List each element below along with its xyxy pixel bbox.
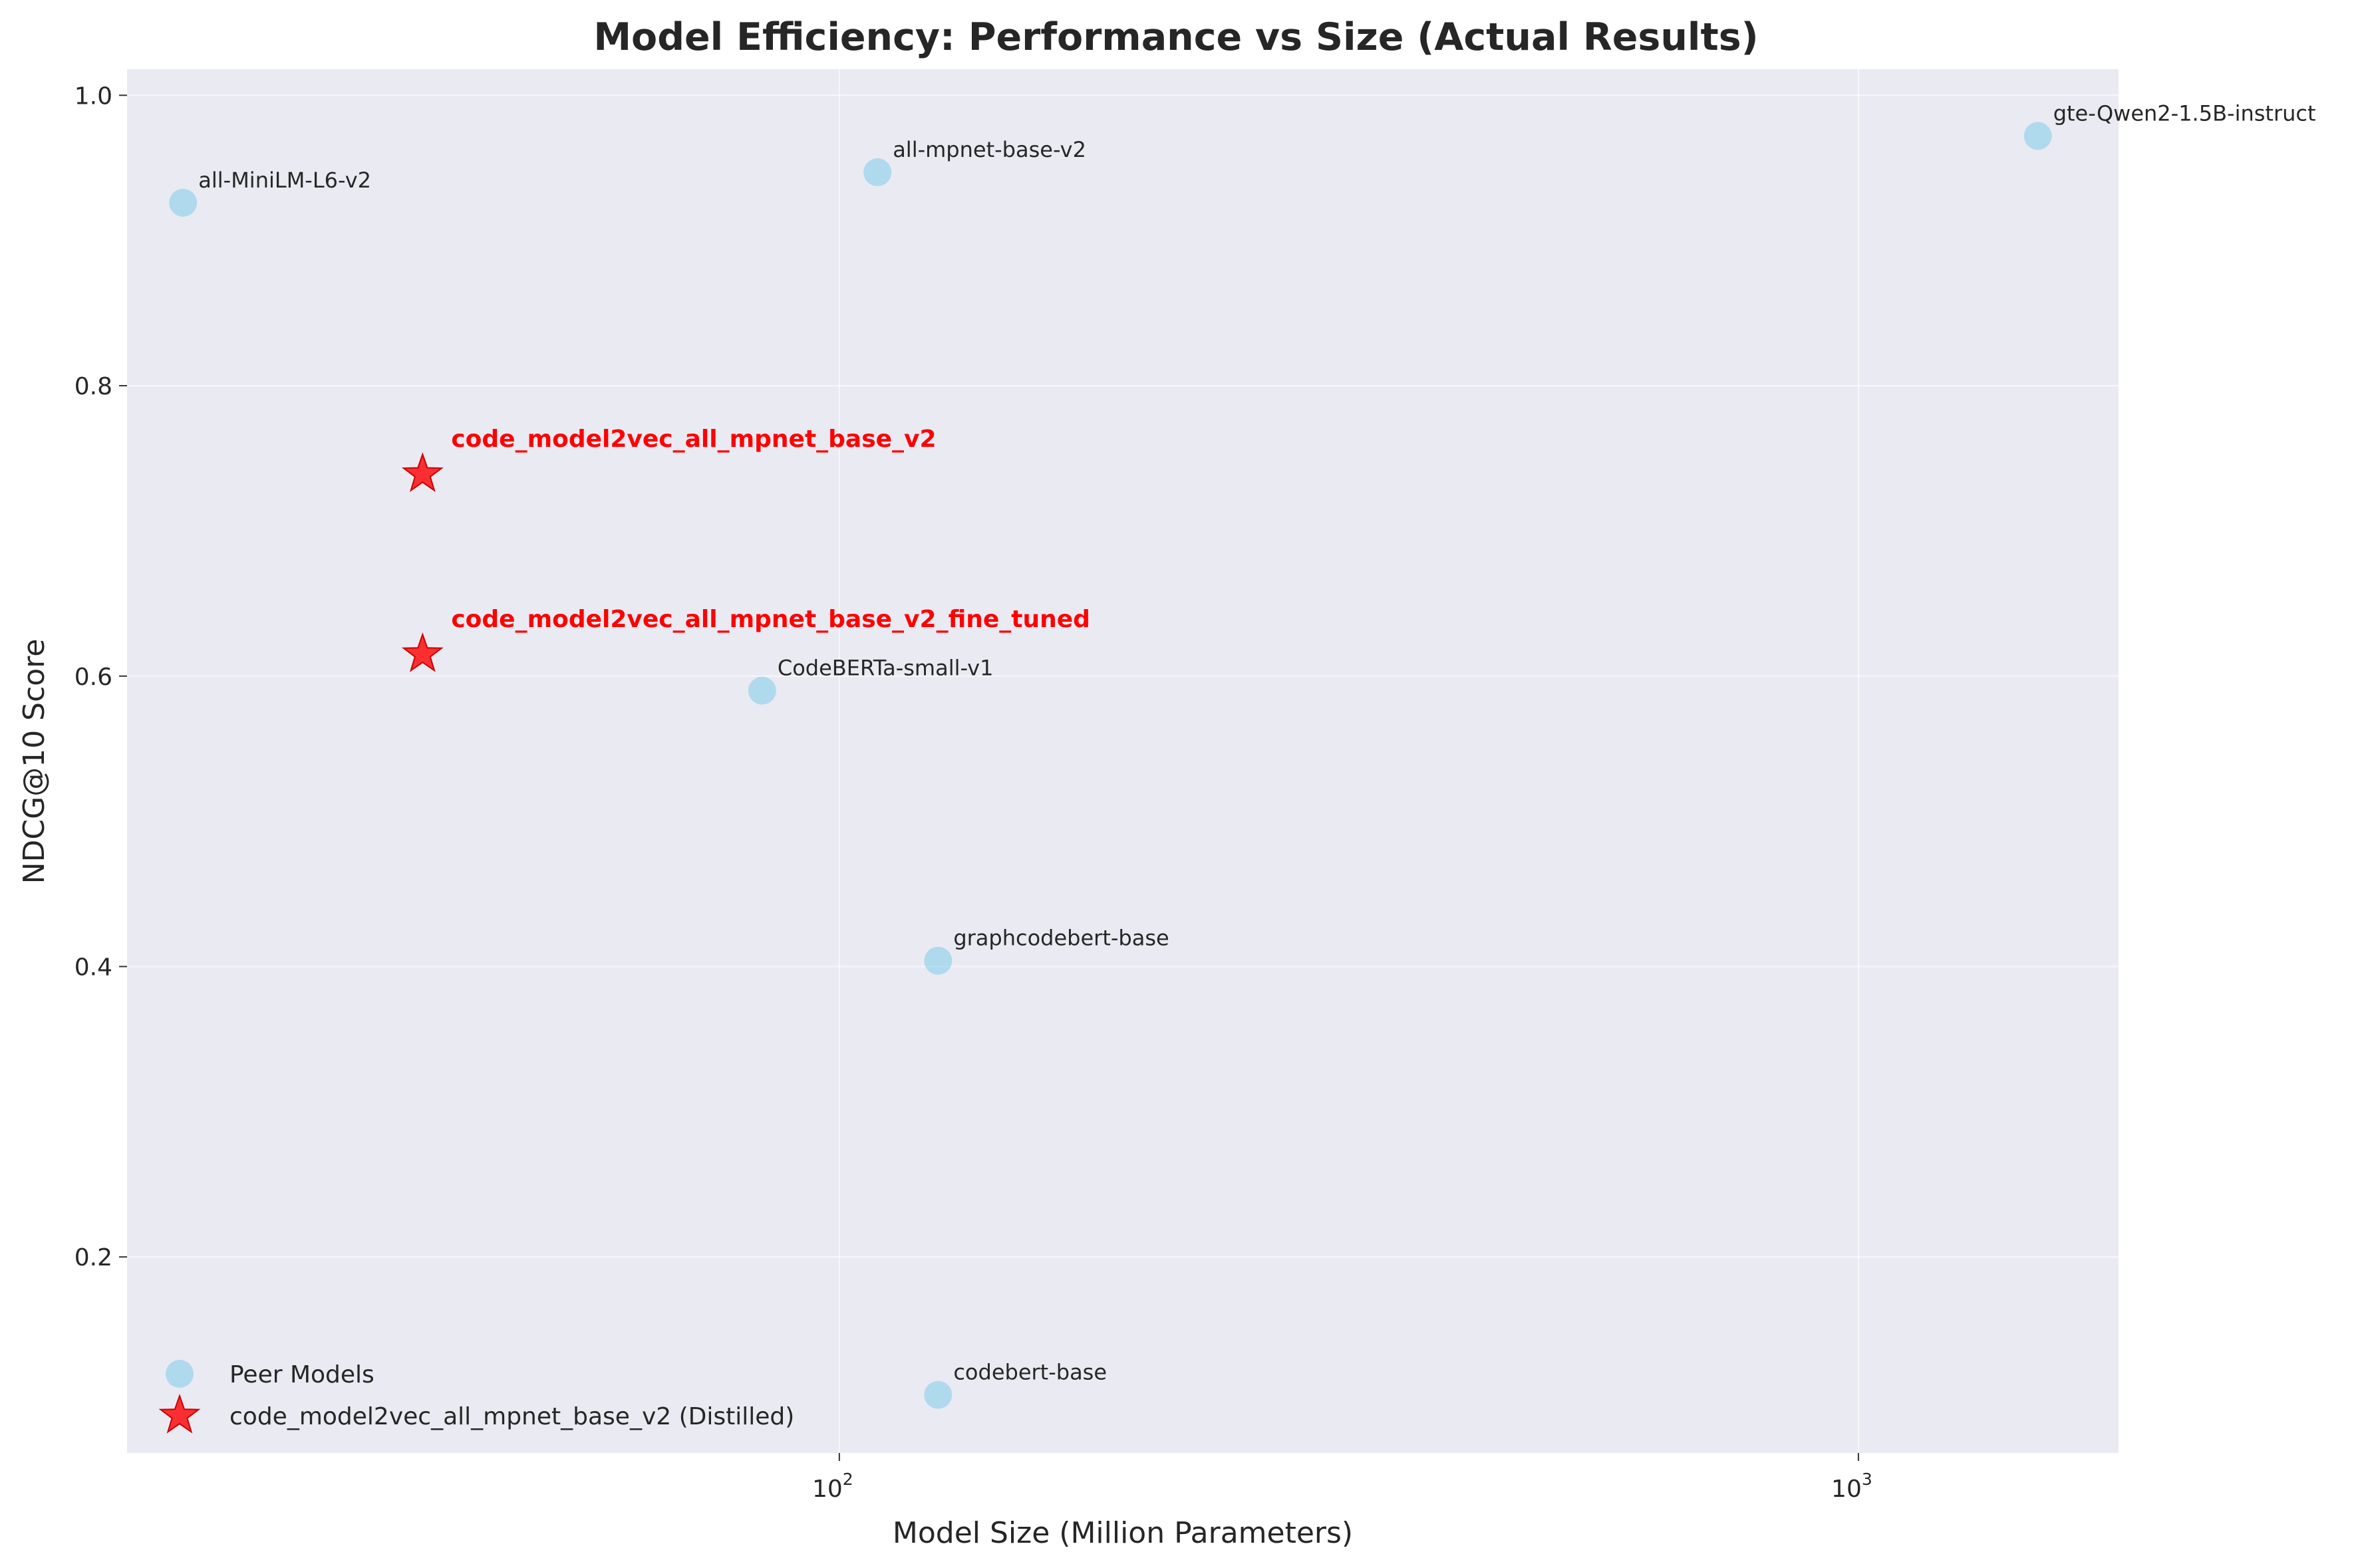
x-tick-exponent: 3 [1862,1470,1872,1489]
peer-model-label: CodeBERTa-small-v1 [778,656,994,681]
peer-model-point [863,158,892,187]
legend-marker-circle [166,1360,194,1388]
legend: Peer Models code_model2vec_all_mpnet_base… [158,1360,794,1434]
x-tick-base: 10 [1831,1476,1862,1503]
plot-area [127,69,2119,1453]
distilled-model-label: code_model2vec_all_mpnet_base_v2 [451,426,936,453]
x-tick-label: 102 [812,1470,853,1503]
peer-model-label: gte-Qwen2-1.5B-instruct [2053,100,2316,126]
x-tick-label: 103 [1831,1470,1872,1503]
peer-model-label: codebert-base [953,1360,1107,1385]
peer-model-point [2023,122,2052,150]
legend-marker-star [158,1393,201,1434]
chart-title: Model Efficiency: Performance vs Size (A… [593,15,1758,59]
x-tick-exponent: 2 [843,1470,853,1489]
y-axis-label: NDCG@10 Score [17,639,51,884]
peer-model-point [924,1380,953,1409]
legend-entry-label: code_model2vec_all_mpnet_base_v2 (Distil… [229,1403,794,1430]
peer-model-label: all-MiniLM-L6-v2 [198,168,371,193]
peer-model-point [924,946,953,975]
distilled-model-point [401,632,444,672]
y-tick-label: 0.8 [74,373,112,400]
x-tick-base: 10 [812,1476,843,1503]
peer-model-label: all-mpnet-base-v2 [893,137,1086,162]
x-axis-label: Model Size (Million Parameters) [893,1516,1353,1550]
y-tick-label: 0.4 [74,954,112,981]
peer-model-point [748,676,776,705]
distilled-model-label: code_model2vec_all_mpnet_base_v2_fine_tu… [451,606,1090,633]
peer-model-label: graphcodebert-base [953,926,1169,951]
distilled-model-point [401,452,444,492]
legend-entry-label: Peer Models [229,1361,374,1388]
y-tick-label: 0.2 [74,1244,112,1271]
peer-model-point [169,188,198,217]
y-tick-label: 1.0 [74,82,112,110]
y-tick-label: 0.6 [74,664,112,691]
